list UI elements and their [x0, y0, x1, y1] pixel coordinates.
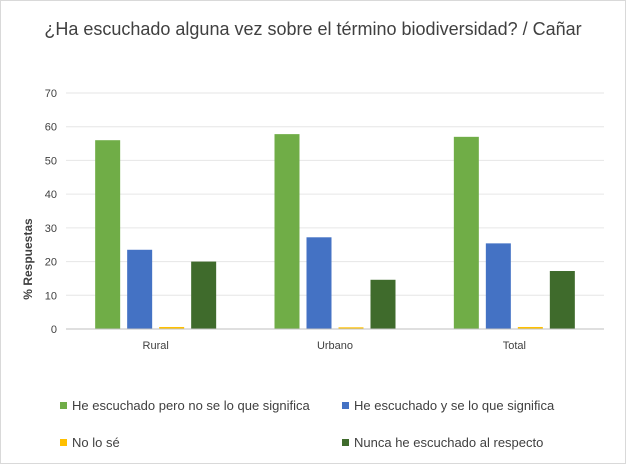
gridlines [66, 92, 604, 296]
bar-rural-series-2 [127, 249, 153, 329]
legend-label: No lo sé [72, 435, 120, 450]
legend-swatch [60, 439, 67, 446]
bar-rural-series-4 [191, 261, 217, 329]
bar-total-series-1 [453, 136, 479, 329]
bar-urbano-series-4 [370, 279, 396, 329]
y-axis-title: % Respuestas [21, 218, 35, 300]
legend-item[interactable]: No lo sé [60, 435, 120, 450]
legend-label: Nunca he escuchado al respecto [354, 435, 543, 450]
legend-item[interactable]: Nunca he escuchado al respecto [342, 435, 543, 450]
legend-swatch [60, 402, 67, 409]
y-tick-label: 60 [45, 122, 57, 134]
y-tick-label: 70 [45, 88, 57, 100]
bar-total-series-4 [549, 271, 575, 329]
y-tick-label: 40 [45, 189, 57, 201]
legend-swatch [342, 439, 349, 446]
y-tick-label: 50 [45, 155, 57, 167]
x-axis-ticks: Rural Urbano Total [143, 340, 526, 352]
legend-label: He escuchado y se lo que significa [354, 398, 555, 413]
legend-label: He escuchado pero no se lo que significa [72, 398, 311, 413]
y-axis-ticks: 0 10 20 30 40 50 60 70 [45, 88, 57, 336]
bar-urbano-series-2 [306, 237, 332, 329]
bar-rural-series-3 [159, 326, 185, 329]
y-tick-label: 30 [45, 223, 57, 235]
x-category-label: Urbano [317, 340, 353, 352]
x-category-label: Rural [143, 340, 169, 352]
y-tick-label: 10 [45, 290, 57, 302]
y-tick-label: 20 [45, 257, 57, 269]
bar-rural-series-1 [95, 140, 121, 329]
bars [95, 134, 575, 329]
chart-title: ¿Ha escuchado alguna vez sobre el términ… [44, 19, 581, 39]
x-category-label: Total [503, 340, 526, 352]
legend[interactable]: He escuchado pero no se lo que significa… [60, 398, 555, 450]
legend-swatch [342, 402, 349, 409]
legend-item[interactable]: He escuchado y se lo que significa [342, 398, 555, 413]
y-tick-label: 0 [51, 324, 57, 336]
bar-urbano-series-1 [274, 134, 300, 329]
bar-urbano-series-3 [338, 327, 364, 329]
legend-item[interactable]: He escuchado pero no se lo que significa [60, 398, 311, 413]
bar-total-series-3 [517, 326, 543, 329]
bar-total-series-2 [485, 243, 511, 329]
